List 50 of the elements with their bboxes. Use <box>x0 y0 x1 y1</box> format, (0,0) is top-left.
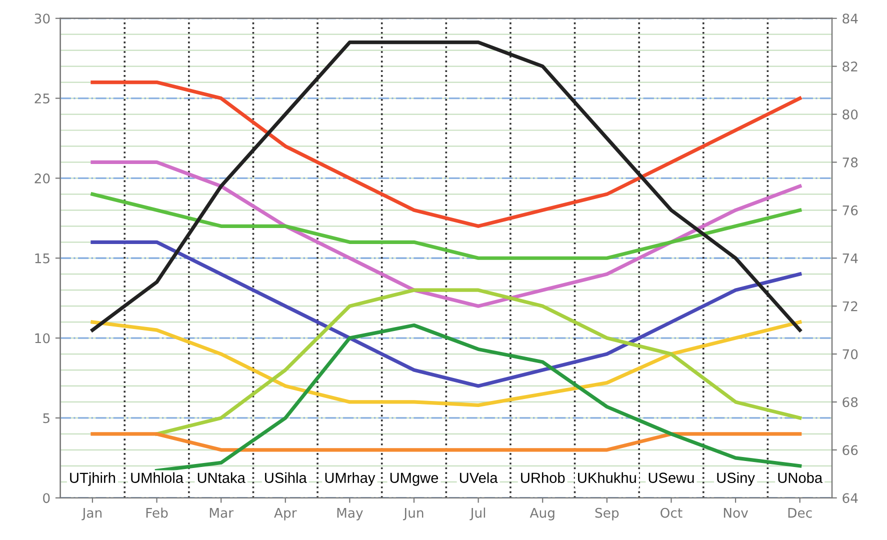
y2-tick-label: 70 <box>842 349 858 360</box>
y2-tick-label: 72 <box>842 301 858 312</box>
x-tick-label: Feb <box>146 508 168 518</box>
y2-tick-label: 84 <box>842 14 858 24</box>
annotation: UMhlola <box>131 472 184 484</box>
x-tick-label: Jun <box>403 508 424 520</box>
y2-tick-label: 68 <box>842 397 858 408</box>
x-tick-label: Dec <box>788 508 812 518</box>
annotation: USiny <box>717 472 755 486</box>
annotation: USihla <box>265 472 307 484</box>
y2-tick-label: 82 <box>842 62 858 72</box>
y-tick-label: 5 <box>43 413 50 424</box>
annotation: UMgwe <box>390 472 438 486</box>
line-series <box>90 192 802 260</box>
line-series <box>90 320 802 407</box>
annotation: UMrhay <box>325 472 376 486</box>
line-series <box>90 80 802 228</box>
x-tick-label: Oct <box>660 508 682 518</box>
annotation: UNoba <box>778 472 823 484</box>
x-tick-label: Mar <box>210 508 234 518</box>
x-tick-label: Jan <box>82 508 102 520</box>
y2-tick-label: 80 <box>842 109 858 120</box>
x-tick-label: Aug <box>530 508 554 520</box>
y2-tick-label: 78 <box>842 157 858 168</box>
line-series <box>90 160 802 308</box>
y2-tick-label: 74 <box>842 254 858 264</box>
y-tick-label: 25 <box>34 94 50 104</box>
x-tick-label: Sep <box>595 508 619 520</box>
x-tick-label: Apr <box>274 508 297 520</box>
line-series <box>154 288 802 436</box>
y-tick-label: 30 <box>34 14 50 24</box>
y-tick-label: 10 <box>35 333 50 344</box>
y-tick-label: 0 <box>43 493 50 504</box>
y-tick-label: 15 <box>35 254 50 264</box>
line-series <box>90 40 802 332</box>
annotation: UKhukhu <box>578 472 636 484</box>
x-tick-label: May <box>337 508 363 520</box>
annotation: USewu <box>648 472 694 484</box>
annotation: URhob <box>521 472 565 484</box>
line-series <box>154 323 802 473</box>
annotation: UVela <box>460 472 498 484</box>
x-tick-label: Jul <box>470 508 486 520</box>
y2-tick-label: 64 <box>842 493 858 504</box>
annotation: UTjhirh <box>70 472 116 486</box>
line-series <box>90 240 802 388</box>
y2-tick-label: 76 <box>842 205 858 216</box>
y-tick-label: 20 <box>34 173 50 184</box>
y2-tick-label: 66 <box>842 445 858 456</box>
x-tick-label: Nov <box>724 508 748 518</box>
annotation: UNtaka <box>198 472 246 484</box>
